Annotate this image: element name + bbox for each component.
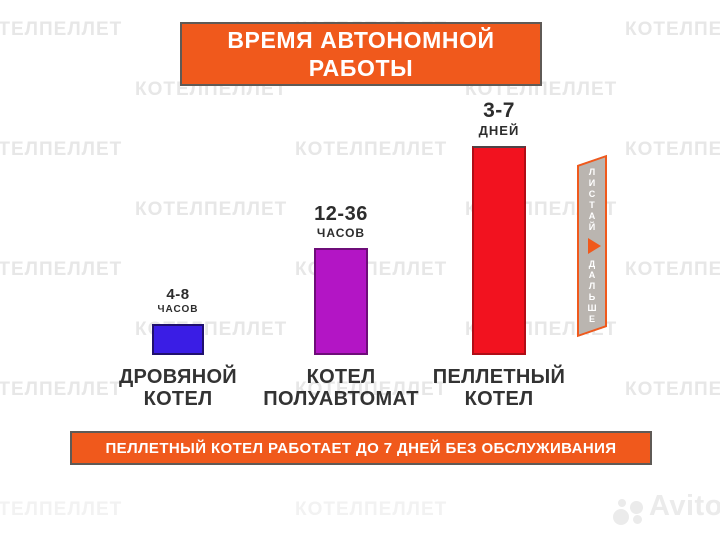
ribbon-letter: Ш xyxy=(587,303,597,313)
bar-group-0: 4-8 ЧАСОВ ДРОВЯНОЙ КОТЕЛ xyxy=(88,0,268,540)
ribbon-letter: А xyxy=(588,270,596,280)
bar-rect xyxy=(472,146,526,355)
category-label-line: КОТЕЛ xyxy=(306,366,376,388)
title-line-2: РАБОТЫ xyxy=(308,55,414,81)
ribbon-letter: И xyxy=(588,178,596,188)
avito-watermark: Avito xyxy=(610,486,720,526)
watermark-text: КОТЕЛПЕЛЛЕТ xyxy=(0,499,123,520)
bar-value-range: 12-36 xyxy=(314,203,368,225)
bar-value-unit: ЧАСОВ xyxy=(316,226,366,240)
title-banner: ВРЕМЯ АВТОНОМНОЙ РАБОТЫ xyxy=(180,22,542,86)
ribbon-letter: С xyxy=(588,189,596,199)
footer-text: ПЕЛЛЕТНЫЙ КОТЕЛ РАБОТАЕТ ДО 7 ДНЕЙ БЕЗ О… xyxy=(105,439,617,457)
watermark-text: КОТЕЛПЕЛЛЕТ xyxy=(295,139,448,160)
watermark-text: КОТЕЛПЕЛЛЕТ xyxy=(295,499,448,520)
watermark-text: КОТЕЛПЕЛЛЕТ xyxy=(295,379,448,400)
bar-value-range: 4-8 xyxy=(166,286,190,303)
bar-value-unit: ЧАСОВ xyxy=(157,304,199,315)
watermark-text: КОТЕЛПЕЛЛЕТ xyxy=(625,139,720,160)
watermark-text: КОТЕЛПЕЛЛЕТ xyxy=(625,379,720,400)
category-label-line: КОТЕЛ xyxy=(464,388,534,410)
avito-logo-text: Avito xyxy=(649,489,720,522)
ribbon-letter: Т xyxy=(589,200,595,210)
category-label: КОТЕЛ ПОЛУАВТОМАТ xyxy=(251,366,431,410)
watermark-text: КОТЕЛПЕЛЛЕТ xyxy=(0,379,123,400)
watermark-text: КОТЕЛПЕЛЛЕТ xyxy=(0,139,123,160)
category-label: ПЕЛЛЕТНЫЙ КОТЕЛ xyxy=(409,366,589,410)
bar-rect xyxy=(152,324,204,355)
watermark-text: КОТЕЛПЕЛЛЕТ xyxy=(135,199,288,220)
ribbon-letter: Л xyxy=(588,281,596,291)
bar-value-label: 12-36 ЧАСОВ xyxy=(251,203,431,240)
watermark-text: КОТЕЛПЕЛЛЕТ xyxy=(625,19,720,40)
bar-value-unit: ДНЕЙ xyxy=(478,123,520,138)
category-label: ДРОВЯНОЙ КОТЕЛ xyxy=(88,366,268,410)
ribbon-letter: Ь xyxy=(588,292,596,302)
ribbon-letter: Л xyxy=(588,167,596,177)
watermark-text: КОТЕЛПЕЛЛЕТ xyxy=(0,19,123,40)
watermark-text: КОТЕЛПЕЛЛЕТ xyxy=(625,259,720,280)
bar-group-2: 3-7 ДНЕЙ ПЕЛЛЕТНЫЙ КОТЕЛ xyxy=(409,0,589,540)
watermark-text: КОТЕЛПЕЛЛЕТ xyxy=(0,259,123,280)
category-label-line: ПЕЛЛЕТНЫЙ xyxy=(432,366,566,388)
ribbon-letter: А xyxy=(588,211,596,221)
avito-logo-icon xyxy=(610,486,646,526)
ribbon-letter: Д xyxy=(588,259,596,269)
bar-group-1: 12-36 ЧАСОВ КОТЕЛ ПОЛУАВТОМАТ xyxy=(251,0,431,540)
bar-value-label: 4-8 ЧАСОВ xyxy=(88,286,268,316)
next-arrow-icon xyxy=(587,238,601,254)
bar-value-label: 3-7 ДНЕЙ xyxy=(409,99,589,138)
title-line-1: ВРЕМЯ АВТОНОМНОЙ xyxy=(227,27,495,53)
ribbon-letter: Е xyxy=(588,314,595,324)
category-label-line: ДРОВЯНОЙ xyxy=(119,366,237,388)
bar-value-range: 3-7 xyxy=(483,99,515,122)
category-label-line: КОТЕЛ xyxy=(143,388,213,410)
footer-banner: ПЕЛЛЕТНЫЙ КОТЕЛ РАБОТАЕТ ДО 7 ДНЕЙ БЕЗ О… xyxy=(70,431,652,465)
ribbon-letter: Й xyxy=(588,222,596,232)
bar-rect xyxy=(314,248,368,355)
category-label-line: ПОЛУАВТОМАТ xyxy=(263,388,419,410)
